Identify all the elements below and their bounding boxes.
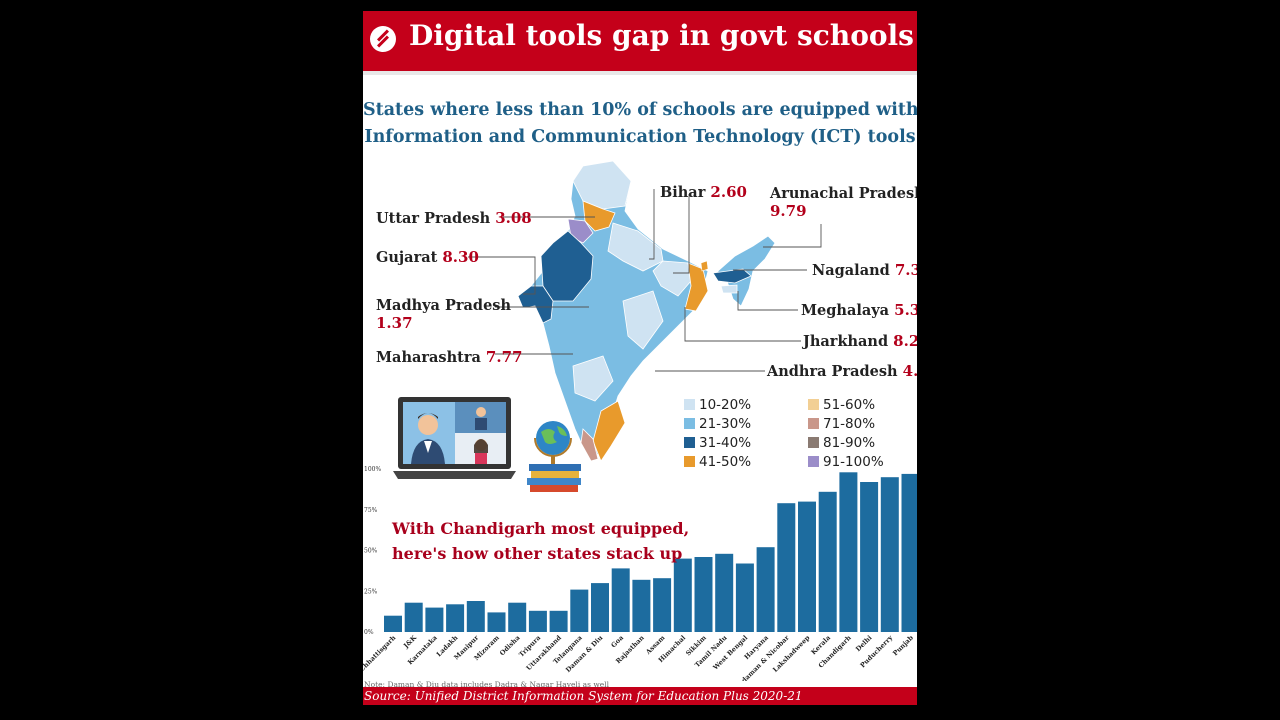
map-subtitle-line-1: States where less than 10% of schools ar… [363, 100, 917, 120]
bar-assam [653, 578, 672, 632]
callout-andhra-pradesh: Andhra Pradesh 4.33 [767, 362, 917, 380]
y-tick-label: 75% [364, 507, 378, 514]
map-subtitle-line-2: Information and Communication Technology… [364, 127, 916, 147]
callout-uttar-pradesh: Uttar Pradesh 3.08 [376, 209, 532, 227]
x-tick-label: Daman & Diu [564, 634, 604, 674]
callout-meghalaya: Meghalaya 5.31 [801, 301, 917, 319]
bar-chhattisgarh [384, 615, 402, 632]
x-tick-label: Punjab [891, 633, 915, 657]
globe-books-icon [527, 421, 581, 492]
legend-item: 91-100% [808, 454, 884, 470]
map-region-meghalaya [720, 284, 738, 294]
x-tick-label: J&K [401, 634, 418, 651]
laptop-video-call-icon [393, 397, 516, 479]
legend-swatch [808, 456, 819, 467]
bar-rajasthan [632, 579, 651, 632]
y-tick-label: 100% [364, 466, 381, 473]
footnote: Note: Daman & Diu data includes Dadra & … [364, 680, 609, 689]
chart-annotation-line-2: here's how other states stack up [392, 544, 683, 563]
page-title: Digital tools gap in govt schools [409, 19, 914, 52]
india-map [517, 161, 776, 462]
callout-maharashtra: Maharashtra 7.77 [376, 348, 523, 366]
bar-chandigarh [839, 472, 858, 632]
callout-jharkhand: Jharkhand 8.24 [803, 332, 917, 350]
bar-j-k [404, 602, 423, 632]
bar-mizoram [487, 612, 506, 632]
infographic-card: Digital tools gap in govt schools States… [363, 11, 917, 705]
legend-swatch [808, 418, 819, 429]
map-subtitle: States where less than 10% of schools ar… [363, 97, 917, 151]
legend-item: 71-80% [808, 416, 875, 432]
y-tick-label: 0% [364, 629, 374, 636]
bar-chart: 0%25%50%75%100%Chhattisgarh J&KKarnatakaL… [363, 466, 917, 681]
header-bar: Digital tools gap in govt schools [363, 11, 917, 71]
x-tick-label: Goa [609, 633, 625, 649]
legend-swatch [808, 399, 819, 410]
legend-item: 10-20% [684, 397, 751, 413]
bar-himachal [673, 558, 692, 632]
legend-item: 31-40% [684, 435, 751, 451]
map-region-kerala [580, 428, 599, 462]
bar-sikkim [694, 557, 713, 632]
chart-annotation-line-1: With Chandigarh most equipped, [392, 519, 690, 538]
bar-punjab [901, 473, 917, 632]
callout-madhya-pradesh: Madhya Pradesh 1.37 [376, 297, 512, 332]
legend-item: 81-90% [808, 435, 875, 451]
legend-swatch [684, 418, 695, 429]
x-tick-label: Chhattisgarh [363, 634, 398, 674]
chart-annotation: With Chandigarh most equipped, here's ho… [392, 516, 689, 566]
bar-delhi [860, 482, 879, 632]
x-tick-label: Lakshadweep [771, 633, 812, 674]
map-region-central [622, 290, 664, 350]
source-bar: Source: Unified District Information Sys… [363, 687, 917, 705]
bar-andaman-nicobar [777, 503, 796, 632]
map-region-sikkim [700, 260, 709, 272]
callout-arunachal-pradesh: Arunachal Pradesh 9.79 [770, 185, 917, 220]
legend-item: 51-60% [808, 397, 875, 413]
bar-daman-diu [591, 583, 609, 632]
bar-manipur [466, 601, 485, 632]
bar-uttarakhand [549, 610, 568, 632]
header-divider [363, 71, 917, 75]
legend-item: 21-30% [684, 416, 751, 432]
callout-gujarat: Gujarat 8.30 [376, 248, 479, 266]
legend-swatch [808, 437, 819, 448]
map-region-deccan [572, 355, 614, 402]
y-tick-label: 25% [364, 588, 378, 595]
legend-swatch [684, 399, 695, 410]
bar-kerala [818, 491, 837, 632]
callout-nagaland: Nagaland 7.30 [812, 261, 917, 279]
bar-ladakh [446, 604, 465, 632]
bar-puducherry [880, 477, 899, 632]
y-tick-label: 50% [364, 548, 378, 555]
bar-lakshadweep [798, 501, 816, 632]
legend-swatch [684, 456, 695, 467]
bar-haryana [756, 547, 775, 632]
legend-item: 41-50% [684, 454, 751, 470]
legend-swatch [684, 437, 695, 448]
bar-tamil-nadu [715, 553, 734, 632]
callout-bihar: Bihar 2.60 [660, 183, 747, 201]
publication-logo-icon [370, 26, 396, 52]
bar-karnataka [425, 607, 444, 632]
bar-goa [611, 568, 630, 632]
bar-tripura [528, 610, 547, 632]
bar-odisha [508, 602, 527, 632]
bar-west-bengal [735, 563, 754, 632]
callout-leader-lines [468, 189, 822, 372]
bar-telangana [570, 589, 589, 632]
